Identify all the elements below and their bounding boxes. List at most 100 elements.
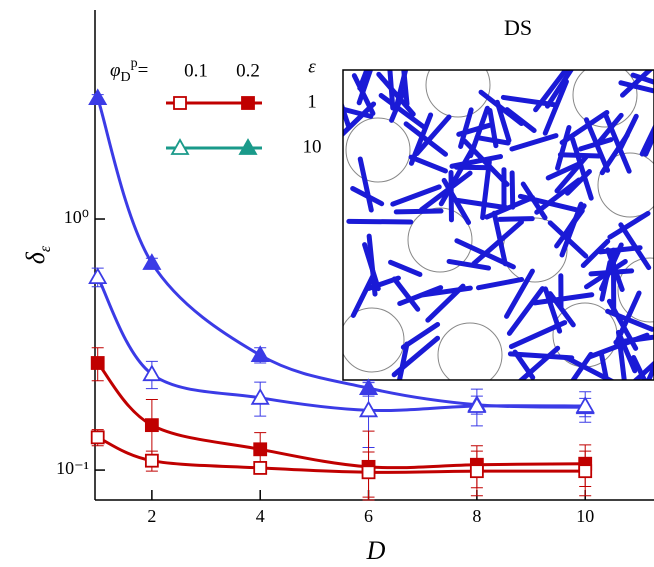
inset-rod [570,136,594,201]
inset-rod [580,238,611,269]
inset-particle [345,117,411,183]
inset-particle [437,322,503,380]
inset-rod [603,112,632,174]
inset-rod [532,292,595,306]
x-tick-label: 10 [576,506,594,526]
series-line [97,435,586,474]
x-tick-label: 8 [472,506,481,526]
inset-particle [597,152,654,218]
inset-rod [471,219,524,267]
inset-rod [394,70,409,109]
inset-rod [378,93,427,130]
inset-image [342,69,654,381]
legend-sign: = [138,60,149,81]
data-point [90,356,105,370]
data-point [88,267,108,284]
inset-rod [388,259,423,277]
inset-rod [391,276,421,312]
inset-particle [407,207,473,273]
inset-rod [599,259,613,302]
inset-content [343,70,654,380]
inset-rod [563,355,615,380]
inset-rod [504,107,537,133]
inset-rod [616,331,627,380]
inset-rod [480,159,492,221]
x-axis-label: D [366,536,386,565]
legend-row-label: 1 [307,91,317,112]
inset-rod [391,335,441,378]
inset-rod [346,218,414,225]
y-axis-label: δε [21,245,54,264]
legend-subscript: D [121,70,131,85]
data-point [253,461,268,475]
inset-rod [414,114,452,157]
legend-marker [170,138,190,155]
inset-rod [643,129,654,157]
legend-column: 0.2 [236,60,260,81]
y-tick-label: 10⁻¹ [56,458,89,478]
inset-rod [362,242,381,292]
data-point [250,388,270,405]
inset-rod [509,170,516,210]
data-point [88,88,108,106]
inset-rod [512,349,536,380]
inset-rod [607,210,651,240]
legend-header: φDp= [110,56,148,85]
x-tick-label: 2 [147,506,156,526]
inset-rod [474,135,511,146]
data-point [467,396,487,413]
data-point [575,396,595,413]
y-tick-label: 10⁰ [64,207,89,227]
y-label-symbol: δ [21,251,50,264]
inset-rod [454,197,510,211]
inset-rod [547,291,576,328]
inset-rod [597,245,643,255]
inset-rod [542,79,569,136]
inset-rod [475,276,525,291]
inset-rod [393,208,444,215]
inset-rod [357,156,374,213]
inset-rod [520,181,548,221]
legend-row-header: ε [308,56,316,77]
inset-particle [617,257,654,323]
inset-rod [491,210,508,267]
inset-rod [578,137,614,152]
x-tick-label: 4 [256,506,265,526]
data-point [90,430,105,445]
inset-particle [425,70,491,118]
inset-rod [517,345,561,380]
inset-rod [639,123,654,157]
data-point [142,253,162,270]
inset-rod [534,177,582,215]
inset-rod [343,101,377,138]
inset-rod [408,154,448,174]
inset-rod [400,321,441,350]
inset-rod [403,121,449,157]
data-point [144,453,159,468]
data-point [361,465,376,480]
data-point [142,364,162,382]
data-point [358,400,379,418]
inset-rod [598,350,610,380]
inset-rod [545,160,584,181]
x-tick-label: 6 [364,506,373,526]
inset-rod [618,80,654,94]
inset-rod [419,285,473,298]
series-line [96,276,586,413]
inset-rod [630,72,654,85]
inset-rod [599,132,630,176]
data-point [469,464,484,479]
inset-border [342,69,654,381]
inset-rod [390,184,442,207]
inset-rod [596,112,624,146]
inset-rod [645,361,654,380]
inset-rod [497,216,535,222]
inset-rod [588,268,635,277]
legend-marker [241,96,255,110]
inset-rod [508,320,568,350]
inset-rod [500,94,557,108]
inset-rod [509,133,559,152]
inset-rod [559,201,584,258]
inset-rod [408,112,434,166]
